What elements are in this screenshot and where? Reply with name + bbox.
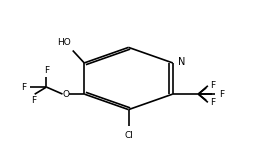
Text: F: F: [31, 96, 36, 105]
Text: F: F: [44, 66, 49, 75]
Text: F: F: [219, 89, 224, 99]
Text: F: F: [22, 83, 27, 92]
Text: Cl: Cl: [124, 131, 133, 140]
Text: O: O: [63, 89, 70, 99]
Text: HO: HO: [57, 38, 71, 47]
Text: N: N: [178, 57, 186, 67]
Text: F: F: [210, 81, 215, 90]
Text: F: F: [210, 98, 215, 108]
